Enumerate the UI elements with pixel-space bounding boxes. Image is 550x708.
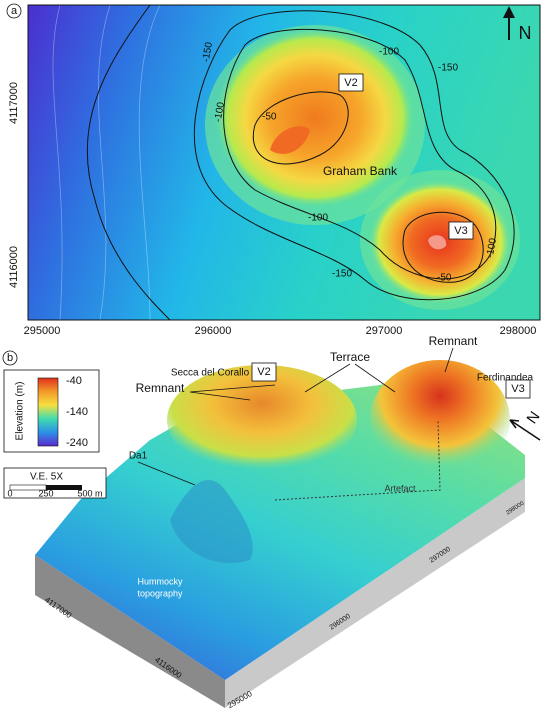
panel-label: b	[7, 352, 13, 364]
summit-v2	[270, 126, 310, 154]
x-tick-label: 298000	[500, 325, 537, 337]
cone-v2	[215, 28, 415, 208]
feature-label: Artefact	[384, 483, 416, 493]
y-tick-label: 4117000	[8, 82, 20, 124]
contour-50	[252, 91, 349, 165]
vent-label: V3	[511, 383, 524, 395]
y-tick-label: 4116000	[8, 246, 20, 288]
feature-label: Remnant	[136, 381, 185, 395]
contour-label: -150	[438, 63, 458, 74]
contour-label: -100	[308, 213, 328, 224]
scale-label: 500 m	[77, 488, 102, 498]
site-label: Ferdinandea	[477, 373, 534, 384]
legend-tick-label: -140	[66, 406, 88, 418]
contour-label: -100	[485, 237, 499, 259]
contour-50	[402, 211, 484, 283]
block-side-front	[35, 555, 225, 708]
panel-badge	[2, 350, 18, 366]
leader-line	[137, 347, 454, 486]
feature-label: Hummocky	[137, 576, 183, 586]
vent-label: V3	[454, 225, 467, 237]
contour-label: -100	[213, 101, 227, 123]
colorbar	[37, 377, 59, 447]
scale-label: 250	[38, 488, 53, 498]
north-arrow	[509, 419, 541, 441]
contour-label: -50	[262, 112, 277, 123]
legend-title: Elevation (m)	[15, 382, 26, 441]
map-frame	[27, 4, 541, 321]
site-label: Secca del Corallo	[171, 368, 250, 379]
vent-label: V2	[257, 366, 270, 378]
contour-label: -100	[379, 47, 399, 58]
contour-label: -50	[437, 273, 452, 284]
contour-line	[86, 4, 171, 321]
x-tick-label: 296000	[195, 325, 232, 337]
x-tick-label: 295000	[24, 325, 61, 337]
panel-b: b Secca del Corallo V2 Terrace Remnant R…	[2, 334, 544, 708]
artefact-line	[274, 419, 441, 501]
label-box	[448, 221, 474, 240]
scale-box	[3, 467, 107, 499]
contour-faint	[98, 4, 111, 321]
x-tick-label: 297000	[366, 325, 403, 337]
scale-title: V.E. 5X	[30, 472, 63, 483]
north-label: N	[523, 408, 543, 427]
contour-150	[193, 10, 515, 301]
contour-label: -150	[201, 41, 215, 63]
feature-label: Da1	[129, 451, 148, 462]
legend-tick-label: -240	[66, 437, 88, 449]
north-label: N	[519, 23, 532, 43]
feature-label: Terrace	[330, 350, 370, 364]
label-box	[251, 362, 277, 382]
label-box	[505, 379, 531, 399]
hummocky-relief	[170, 480, 253, 564]
label-box	[338, 73, 364, 92]
panel-label: a	[11, 5, 18, 17]
north-arrowhead	[503, 6, 515, 18]
feature-label: Remnant	[429, 334, 478, 348]
summit-v3	[428, 235, 447, 250]
legend-tick-label: -40	[66, 375, 82, 387]
mountain-v3	[370, 360, 510, 480]
contour-faint	[138, 4, 161, 321]
panel-badge	[6, 3, 22, 19]
vent-label: V2	[344, 77, 357, 89]
contour-faint	[52, 4, 63, 321]
panel-a: -100 -150 -150 -100 -50 -100 -150 -50 -1…	[6, 3, 541, 337]
scale-label: 0	[7, 488, 12, 498]
contour-100	[223, 28, 497, 280]
contour-label: -150	[332, 269, 352, 280]
feature-label: topography	[137, 588, 183, 598]
mountain-v2	[167, 365, 357, 475]
block-side-right	[225, 478, 525, 708]
scale-segment	[46, 485, 82, 490]
feature-label: Graham Bank	[323, 164, 398, 178]
